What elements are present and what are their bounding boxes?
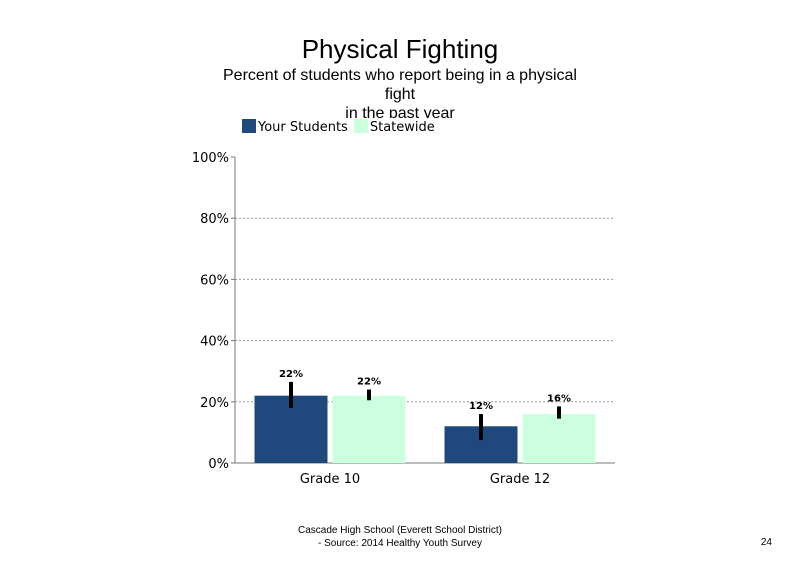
legend-swatch: [242, 119, 256, 133]
y-tick-label: 60%: [200, 273, 229, 288]
subtitle-line-3: in the past year: [345, 105, 455, 118]
x-tick-label: Grade 12: [490, 472, 550, 487]
legend-swatch: [353, 119, 368, 133]
chart-subtitle: Percent of students who report being in …: [200, 66, 600, 118]
y-tick-label: 100%: [192, 151, 229, 166]
y-tick-label: 40%: [200, 335, 229, 350]
footer-source: Cascade High School (Everett School Dist…: [200, 524, 600, 550]
subtitle-line-1: Percent of students who report being in …: [223, 67, 577, 84]
footer-line-1: Cascade High School (Everett School Dist…: [298, 525, 502, 536]
bar: [332, 395, 406, 463]
y-tick-label: 0%: [208, 457, 229, 472]
legend-label: Statewide: [370, 120, 435, 135]
data-label: 12%: [469, 401, 493, 412]
data-label: 16%: [547, 393, 571, 404]
y-tick-label: 80%: [200, 212, 229, 227]
footer-line-2: - Source: 2014 Healthy Youth Survey: [318, 538, 482, 549]
data-label: 22%: [357, 377, 381, 388]
page-number: 24: [760, 537, 772, 548]
x-tick-label: Grade 10: [300, 472, 360, 487]
bar: [522, 414, 596, 463]
chart-title: Physical Fighting: [301, 34, 499, 64]
legend-label: Your Students: [257, 120, 348, 135]
y-tick-label: 20%: [200, 396, 229, 411]
subtitle-line-2: fight: [384, 86, 416, 103]
data-label: 22%: [279, 369, 303, 380]
